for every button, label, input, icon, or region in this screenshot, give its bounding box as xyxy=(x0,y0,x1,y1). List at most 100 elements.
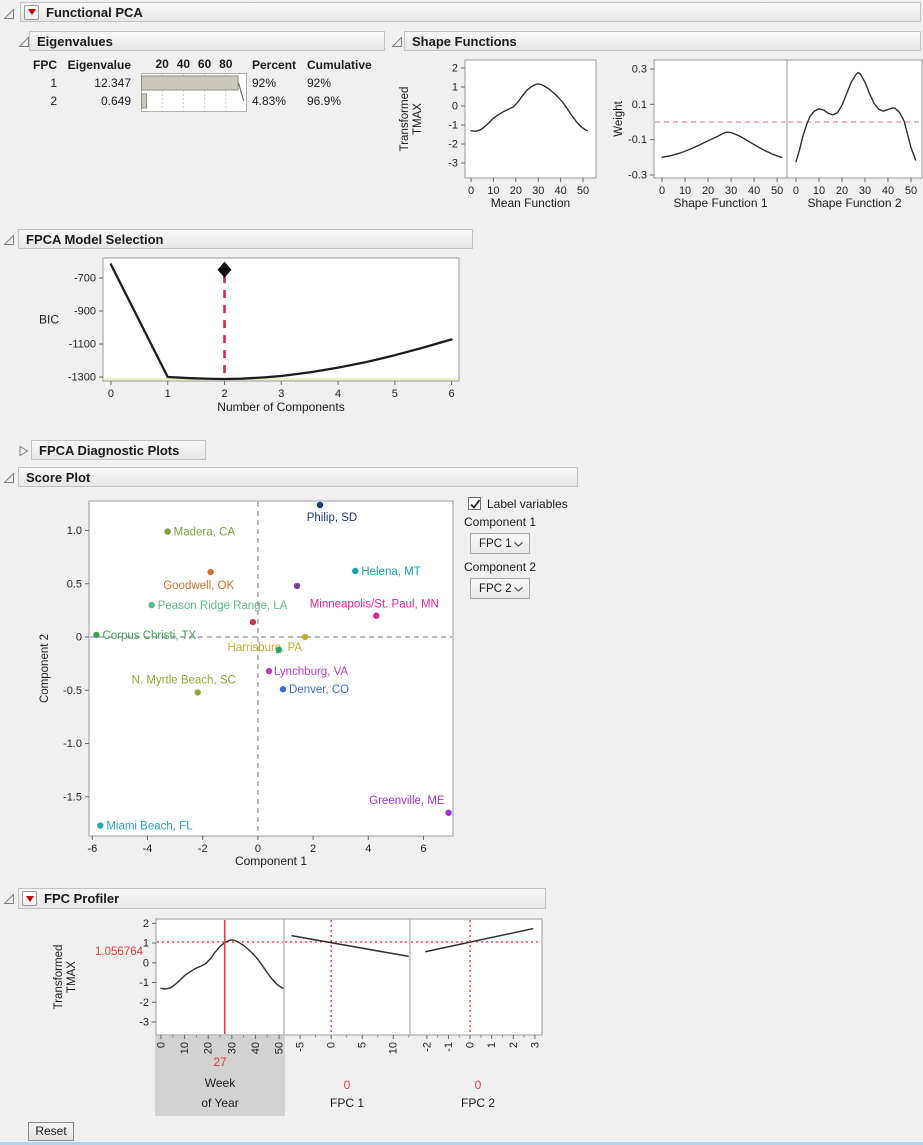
profiler-factor-label: FPC 2 xyxy=(460,1096,495,1110)
svg-text:0: 0 xyxy=(326,1042,338,1048)
svg-text:5: 5 xyxy=(357,1042,369,1048)
table-cell-percent: 92% xyxy=(252,76,277,90)
svg-text:1.0: 1.0 xyxy=(67,525,82,537)
label-variables-checkbox[interactable] xyxy=(468,497,481,510)
fpc-profiler-plot[interactable]: 0 10 20 30 40 50 -5 0 5 10 -2 -1 0 1 2 3210-1-2-3Transf… xyxy=(50,910,558,1066)
svg-text:40: 40 xyxy=(882,185,894,197)
svg-text:10: 10 xyxy=(179,1042,191,1054)
svg-text:-4: -4 xyxy=(143,843,153,855)
svg-text:Shape Function 2: Shape Function 2 xyxy=(807,196,901,210)
svg-text:0: 0 xyxy=(659,185,665,197)
svg-text:0: 0 xyxy=(76,632,82,644)
svg-text:Goodwell, OK: Goodwell, OK xyxy=(163,580,234,592)
svg-text:40: 40 xyxy=(250,1042,262,1054)
svg-text:Greenville, ME: Greenville, ME xyxy=(369,795,445,807)
section-header-eigenvalues: Eigenvalues xyxy=(29,31,385,51)
bic-model-selection-plot[interactable]: 0 1 2 3 4 5 6 Number of Components -700 -900 -1100… xyxy=(25,252,470,432)
svg-text:Peason Ridge Range, LA: Peason Ridge Range, LA xyxy=(158,600,288,612)
svg-text:0: 0 xyxy=(468,185,474,197)
svg-text:-700: -700 xyxy=(74,272,96,284)
svg-text:-1: -1 xyxy=(443,1042,455,1052)
svg-text:-2: -2 xyxy=(421,1042,433,1052)
table-cell-cumulative: 92% xyxy=(307,76,332,90)
svg-text:2: 2 xyxy=(143,918,149,930)
svg-text:20: 20 xyxy=(702,185,714,197)
disclosure-open-icon[interactable] xyxy=(18,35,30,47)
reset-button[interactable]: Reset xyxy=(28,1122,74,1141)
svg-text:Minneapolis/St. Paul, MN: Minneapolis/St. Paul, MN xyxy=(310,599,439,611)
svg-text:0: 0 xyxy=(465,1042,477,1048)
profiler-factor-value[interactable]: 27 xyxy=(213,1055,227,1069)
disclosure-open-icon[interactable] xyxy=(3,233,15,245)
svg-text:-0.3: -0.3 xyxy=(628,169,647,181)
red-triangle-menu-icon[interactable] xyxy=(24,4,39,20)
table-cell-eigenvalue: 0.649 xyxy=(100,94,131,108)
disclosure-open-icon[interactable] xyxy=(3,471,15,483)
svg-text:40: 40 xyxy=(554,185,566,197)
disclosure-open-icon[interactable] xyxy=(391,35,403,47)
profiler-factor-value[interactable]: 0 xyxy=(474,1078,482,1092)
section-header-model-selection: FPCA Model Selection xyxy=(18,229,473,249)
svg-text:1: 1 xyxy=(486,1042,498,1048)
svg-text:10: 10 xyxy=(487,185,499,197)
svg-text:Transformed: Transformed xyxy=(53,945,65,1010)
svg-text:1: 1 xyxy=(452,81,458,93)
svg-text:0: 0 xyxy=(108,388,114,400)
shape-functions-plot[interactable]: 0 10 20 30 40 50 Shape Function 1 0 10 20 30 40 50 Sh… xyxy=(600,56,923,216)
profiler-factor-label: FPC 1 xyxy=(329,1096,364,1110)
svg-text:50: 50 xyxy=(577,185,589,197)
table-cell-percent: 4.83% xyxy=(252,94,287,108)
svg-text:-0.1: -0.1 xyxy=(628,134,647,146)
svg-text:0.3: 0.3 xyxy=(632,64,647,76)
svg-text:10: 10 xyxy=(679,185,691,197)
section-header-shape-functions: Shape Functions xyxy=(404,31,921,51)
svg-text:Harrisburg, PA: Harrisburg, PA xyxy=(228,642,303,654)
svg-text:40: 40 xyxy=(748,185,760,197)
svg-text:0.5: 0.5 xyxy=(67,578,82,590)
profiler-factor-cell[interactable] xyxy=(155,1036,285,1116)
svg-text:-1: -1 xyxy=(448,119,458,131)
col-header-eigenvalue: Eigenvalue xyxy=(67,58,131,72)
component1-dropdown[interactable]: FPC 1 xyxy=(470,533,530,554)
section-header-diagnostics: FPCA Diagnostic Plots xyxy=(31,440,206,460)
svg-text:-1.0: -1.0 xyxy=(63,738,82,750)
section-title: FPC Profiler xyxy=(44,891,120,906)
svg-text:2: 2 xyxy=(310,843,316,855)
svg-text:-1100: -1100 xyxy=(69,339,96,351)
section-title: Shape Functions xyxy=(412,33,517,49)
disclosure-open-icon[interactable] xyxy=(3,892,15,904)
component2-dropdown[interactable]: FPC 2 xyxy=(470,578,530,599)
component1-label: Component 1 xyxy=(464,515,537,529)
svg-text:10: 10 xyxy=(813,185,825,197)
table-cell-fpc: 1 xyxy=(50,76,57,90)
svg-text:10: 10 xyxy=(388,1042,400,1054)
svg-text:-3: -3 xyxy=(448,157,458,169)
svg-text:Madera, CA: Madera, CA xyxy=(174,527,236,539)
svg-text:4: 4 xyxy=(335,388,341,400)
svg-text:-6: -6 xyxy=(87,843,97,855)
section-title: FPCA Model Selection xyxy=(26,231,164,247)
svg-text:1: 1 xyxy=(165,388,171,400)
svg-text:20: 20 xyxy=(510,185,522,197)
svg-text:Mean Function: Mean Function xyxy=(491,196,570,210)
disclosure-closed-icon[interactable] xyxy=(17,444,29,457)
svg-text:2: 2 xyxy=(221,388,227,400)
svg-text:50: 50 xyxy=(274,1042,286,1054)
profiler-factor-value[interactable]: 0 xyxy=(343,1078,351,1092)
svg-text:N. Myrtle Beach, SC: N. Myrtle Beach, SC xyxy=(132,674,236,686)
eigenvalue-bar-chart[interactable] xyxy=(141,73,247,112)
section-header-score-plot: Score Plot xyxy=(18,467,578,487)
svg-text:Denver, CO: Denver, CO xyxy=(289,684,349,696)
disclosure-open-icon[interactable] xyxy=(3,7,15,19)
svg-text:-900: -900 xyxy=(74,305,96,317)
svg-text:30: 30 xyxy=(725,185,737,197)
section-header-functional-pca: Functional PCA xyxy=(20,2,921,22)
score-plot[interactable]: Philip, SD Madera, CA Goodwell, OK Helena, … xyxy=(30,490,458,882)
col-header-percent: Percent xyxy=(252,58,297,72)
svg-text:30: 30 xyxy=(226,1042,238,1054)
svg-text:50: 50 xyxy=(771,185,783,197)
svg-text:20: 20 xyxy=(203,1042,215,1054)
red-triangle-menu-icon[interactable] xyxy=(22,891,37,906)
